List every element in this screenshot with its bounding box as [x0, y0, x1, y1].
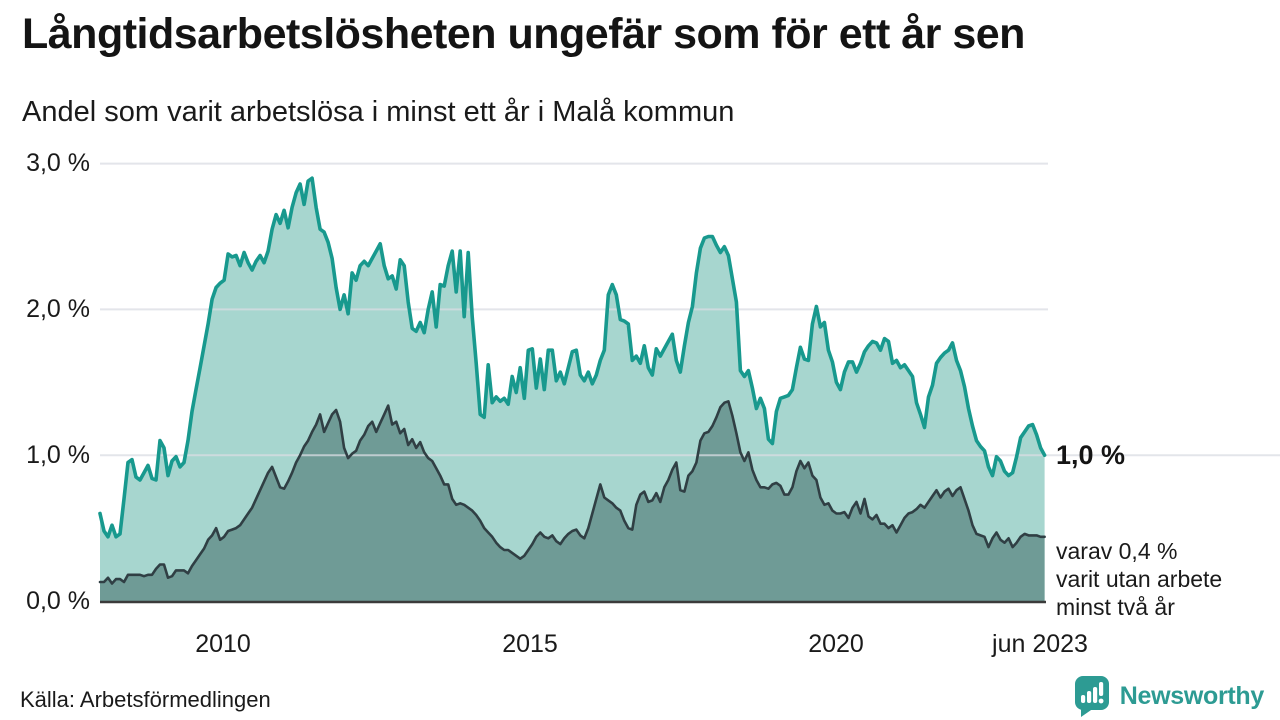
end-sublabel-line1: varav 0,4 %	[1056, 538, 1178, 564]
y-tick-1: 1,0 %	[26, 441, 90, 469]
chart-subtitle: Andel som varit arbetslösa i minst ett å…	[22, 96, 735, 128]
end-sublabel-line2: varit utan arbete	[1056, 566, 1223, 592]
y-tick-2: 2,0 %	[26, 295, 90, 323]
end-value-sublabel: varav 0,4 % varit utan arbete minst två …	[1056, 537, 1222, 621]
end-value-label: 1,0 %	[1056, 440, 1126, 470]
gridlines	[100, 162, 1280, 457]
x-tick-jun-2023: jun 2023	[992, 630, 1088, 658]
y-tick-3: 3,0 %	[26, 149, 90, 177]
x-tick-2020: 2020	[808, 630, 864, 658]
newsworthy-logo-icon	[1074, 676, 1109, 717]
y-tick-0: 0,0 %	[26, 587, 90, 615]
end-sublabel-line3: minst två år	[1056, 594, 1175, 620]
x-tick-2015: 2015	[502, 630, 558, 658]
series-min-two-years-area	[100, 401, 1045, 601]
source-attribution: Källa: Arbetsförmedlingen	[20, 687, 271, 712]
newsworthy-logo[interactable]: Newsworthy	[1072, 674, 1264, 718]
x-tick-2010: 2010	[195, 630, 251, 658]
newsworthy-logo-text: Newsworthy	[1119, 681, 1265, 710]
series-min-two-years-line	[98, 400, 1046, 585]
chart-title: Långtidsarbetslösheten ungefär som för e…	[22, 10, 1025, 58]
series-min-one-year-line	[98, 176, 1047, 539]
